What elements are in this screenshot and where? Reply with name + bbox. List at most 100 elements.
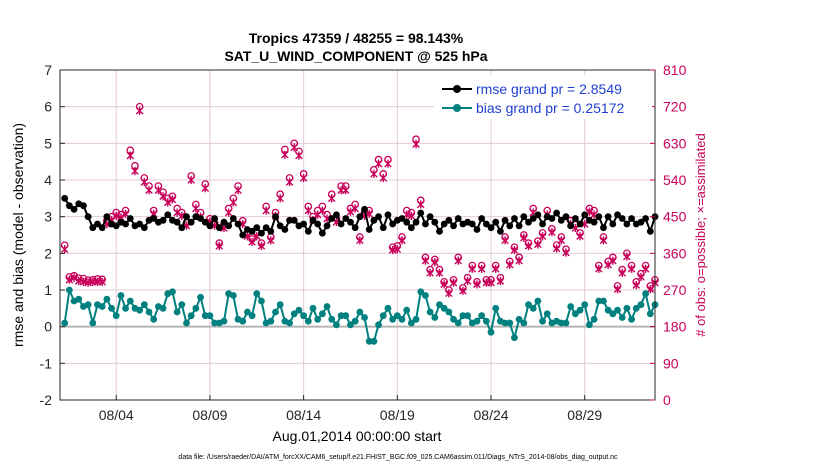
rmse-point — [225, 222, 233, 230]
rmse-point — [487, 224, 495, 232]
y2-tick-label: 720 — [663, 99, 687, 115]
obs-assimilated-marker — [341, 186, 350, 195]
bias-point — [126, 297, 134, 305]
obs-count-markers — [60, 102, 659, 298]
bias-point — [412, 315, 420, 323]
bias-point — [108, 304, 115, 312]
chart-title-line1: Tropics 47359 / 48255 = 98.143% — [249, 30, 464, 46]
y-tick-label: 0 — [44, 319, 52, 335]
rmse-point — [94, 220, 101, 228]
obs-assimilated-marker — [609, 256, 617, 265]
y-tick-label: 2 — [44, 245, 52, 261]
obs-assimilated-marker — [304, 206, 313, 215]
rmse-point — [454, 215, 462, 222]
rmse-point — [220, 218, 228, 226]
obs-assimilated-marker — [440, 280, 448, 289]
bias-point — [464, 312, 471, 320]
rmse-point — [422, 220, 429, 228]
obs-assimilated-marker — [351, 204, 359, 213]
rmse-point — [553, 209, 561, 217]
bias-point — [623, 304, 631, 312]
obs-assimilated-marker — [552, 244, 561, 253]
right-axis-ticks: 0 90 180 270 360 450 540 630 720 810 — [650, 62, 687, 408]
rmse-point — [496, 227, 504, 235]
left-axis-ticks: -2 -1 0 1 2 3 4 5 6 7 — [40, 62, 65, 408]
obs-assimilated-marker — [168, 195, 177, 204]
bias-point — [183, 319, 190, 327]
rmse-point — [262, 224, 270, 232]
bias-point — [389, 315, 397, 323]
bias-point — [61, 319, 69, 327]
bias-point — [351, 317, 359, 325]
rmse-point — [431, 218, 439, 226]
rmse-point — [328, 215, 336, 222]
rmse-point — [440, 220, 448, 228]
obs-assimilated-marker — [557, 236, 566, 245]
rmse-point — [450, 222, 457, 230]
bias-point — [431, 314, 439, 321]
bias-point — [333, 321, 340, 329]
obs-assimilated-marker — [623, 252, 631, 261]
rmse-point — [436, 227, 443, 235]
rmse-point — [89, 224, 97, 232]
rmse-point — [234, 220, 242, 228]
bias-point — [459, 312, 467, 320]
rmse-point — [206, 222, 214, 230]
bias-point — [398, 315, 406, 323]
rmse-point — [520, 213, 528, 221]
obs-assimilated-marker — [510, 245, 519, 255]
bias-point — [534, 297, 542, 305]
rmse-point — [290, 216, 298, 224]
legend-rmse-label: rmse grand pr = 2.8549 — [476, 81, 622, 97]
obs-assimilated-marker — [538, 232, 547, 241]
bias-point — [201, 312, 209, 320]
rmse-point — [309, 216, 317, 224]
bias-point — [581, 301, 589, 309]
rmse-point — [482, 220, 490, 228]
y2-tick-label: 450 — [663, 209, 687, 225]
rmse-series — [61, 194, 659, 239]
rmse-point — [201, 218, 209, 226]
bias-point — [328, 315, 336, 323]
rmse-point — [600, 224, 607, 232]
bias-point — [557, 319, 565, 327]
obs-assimilated-marker — [126, 151, 135, 160]
rmse-point — [389, 220, 397, 228]
rmse-point — [370, 216, 378, 224]
bias-point — [356, 308, 364, 316]
obs-assimilated-marker — [473, 280, 481, 289]
obs-assimilated-marker — [295, 151, 303, 160]
bias-point — [407, 319, 415, 327]
rmse-point — [84, 213, 92, 221]
obs-assimilated-marker — [548, 228, 556, 237]
x-tick-label: 08/14 — [286, 407, 321, 423]
rmse-point — [178, 224, 186, 232]
bias-point — [253, 290, 261, 298]
obs-assimilated-marker — [426, 268, 434, 277]
obs-assimilated-marker — [356, 236, 364, 245]
obs-assimilated-marker — [515, 256, 523, 265]
bias-point — [267, 317, 275, 325]
bias-point — [562, 319, 570, 327]
obs-assimilated-marker — [627, 264, 636, 273]
rmse-point — [642, 215, 650, 222]
bias-point — [347, 321, 354, 329]
obs-assimilated-marker — [135, 106, 144, 115]
bias-point — [379, 312, 387, 320]
bias-point — [197, 293, 204, 301]
obs-assimilated-marker — [468, 264, 477, 273]
rmse-point — [379, 224, 387, 232]
rmse-point — [473, 226, 481, 233]
legend-box — [434, 75, 652, 119]
y2-tick-label: 90 — [663, 355, 679, 371]
rmse-point — [304, 227, 312, 235]
rmse-point — [103, 213, 111, 221]
obs-assimilated-marker — [637, 272, 645, 282]
obs-assimilated-marker — [431, 258, 439, 267]
obs-assimilated-marker — [346, 207, 355, 216]
rmse-point — [478, 215, 486, 222]
rmse-point — [286, 216, 293, 224]
obs-assimilated-marker — [449, 278, 458, 287]
bias-point — [646, 310, 654, 318]
bias-point — [276, 301, 284, 309]
